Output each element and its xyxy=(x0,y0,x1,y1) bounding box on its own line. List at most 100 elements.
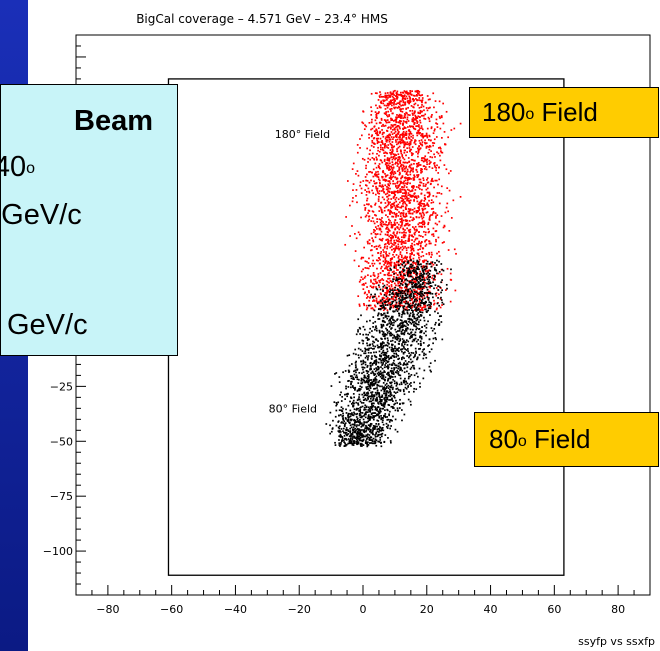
data-point xyxy=(415,276,417,279)
data-point xyxy=(406,370,408,373)
data-point xyxy=(381,302,384,305)
data-point xyxy=(399,377,402,380)
data-point xyxy=(392,280,394,283)
data-point xyxy=(372,231,375,234)
data-point xyxy=(393,132,396,134)
data-point xyxy=(426,211,429,213)
data-point xyxy=(418,145,420,148)
data-point xyxy=(425,107,428,109)
data-point xyxy=(404,179,407,182)
data-point xyxy=(389,377,392,380)
data-point xyxy=(383,131,385,134)
data-point xyxy=(368,133,370,136)
data-point xyxy=(409,93,412,95)
data-point xyxy=(402,311,405,313)
data-point xyxy=(418,203,421,206)
data-point xyxy=(381,394,384,397)
data-point xyxy=(437,147,440,149)
data-point xyxy=(389,162,391,165)
data-point xyxy=(411,333,414,336)
data-point xyxy=(411,285,414,288)
data-point xyxy=(396,125,399,128)
data-point xyxy=(411,219,414,221)
data-point xyxy=(395,304,398,307)
data-point xyxy=(404,194,407,197)
data-point xyxy=(388,343,390,345)
data-point xyxy=(366,267,368,270)
data-point xyxy=(354,430,357,432)
data-point xyxy=(379,358,382,360)
data-point xyxy=(421,134,424,137)
data-point xyxy=(338,431,341,433)
data-point xyxy=(343,445,346,447)
data-point xyxy=(375,327,378,330)
data-point xyxy=(400,239,403,241)
data-point xyxy=(351,423,354,426)
data-point xyxy=(416,358,418,361)
data-point xyxy=(373,278,375,281)
data-point xyxy=(415,237,417,240)
data-point xyxy=(420,295,423,298)
data-point xyxy=(354,430,357,433)
data-point xyxy=(412,137,414,139)
data-point xyxy=(432,342,434,345)
data-point xyxy=(363,408,366,411)
data-point xyxy=(405,306,408,309)
data-point xyxy=(426,293,429,296)
data-point xyxy=(386,254,388,257)
data-point xyxy=(392,180,394,182)
data-point xyxy=(399,136,401,139)
data-point xyxy=(359,388,362,390)
data-point xyxy=(361,440,364,443)
data-point xyxy=(352,402,355,405)
data-point xyxy=(396,289,399,292)
data-point xyxy=(434,262,436,264)
data-point xyxy=(350,442,353,445)
data-point xyxy=(374,382,376,385)
data-point xyxy=(379,218,382,221)
data-point xyxy=(401,369,404,372)
data-point xyxy=(425,276,428,279)
data-point xyxy=(416,132,418,135)
data-point xyxy=(385,179,387,182)
data-point xyxy=(386,98,388,101)
data-point xyxy=(415,197,418,200)
data-point xyxy=(397,243,400,246)
data-point xyxy=(416,134,419,137)
data-point xyxy=(372,437,375,440)
data-point xyxy=(384,243,387,245)
data-point xyxy=(408,95,411,98)
data-point xyxy=(417,150,420,152)
data-point xyxy=(369,400,371,403)
data-point xyxy=(365,184,368,187)
data-point xyxy=(373,362,375,364)
data-point xyxy=(355,413,358,416)
data-point xyxy=(398,383,401,386)
data-point xyxy=(389,204,392,207)
data-point xyxy=(367,444,370,446)
data-point xyxy=(340,442,342,444)
data-point xyxy=(424,245,427,247)
data-point xyxy=(419,270,421,273)
data-point xyxy=(407,246,410,249)
data-point xyxy=(378,394,381,397)
data-point xyxy=(381,125,383,127)
data-point xyxy=(381,342,383,345)
data-point xyxy=(356,151,359,154)
data-point xyxy=(421,141,424,143)
data-point xyxy=(374,280,377,283)
data-point xyxy=(385,227,388,230)
data-point xyxy=(377,178,380,181)
data-point xyxy=(395,239,398,242)
data-point xyxy=(386,328,388,331)
data-point xyxy=(364,267,367,269)
data-point xyxy=(366,240,369,243)
data-point xyxy=(420,205,422,207)
data-point xyxy=(362,256,365,259)
data-point xyxy=(411,364,414,367)
data-point xyxy=(428,166,431,168)
data-point xyxy=(408,309,410,311)
data-point xyxy=(375,129,378,132)
data-point xyxy=(377,368,379,370)
data-point xyxy=(440,215,443,217)
